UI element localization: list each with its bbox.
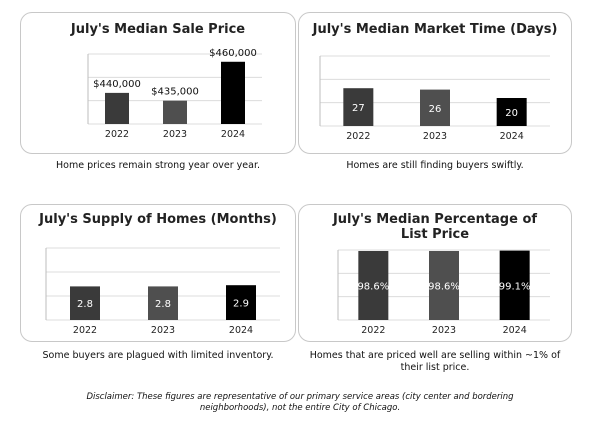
x-tick-label-2024: 2024: [229, 325, 253, 336]
caption-market-time: Homes are still finding buyers swiftly.: [346, 160, 524, 171]
bar-2023: [429, 250, 459, 320]
caption-sale-price: Home prices remain strong year over year…: [56, 160, 260, 171]
bar-2022: [343, 88, 374, 126]
bar-2024: [221, 61, 245, 124]
x-tick-label-2024: 2024: [221, 129, 245, 140]
chart-title-supply: July's Supply of Homes (Months): [39, 212, 277, 227]
value-label-2023: $435,000: [151, 87, 199, 98]
value-label-2023: 98.6%: [428, 281, 460, 292]
value-label-2022: $440,000: [93, 79, 141, 90]
caption-list-price: Homes that are priced well are selling w…: [309, 350, 561, 373]
chart-panel-market-time: [298, 12, 572, 154]
x-tick-label-2022: 2022: [346, 131, 370, 142]
value-label-2024: 99.1%: [499, 281, 531, 292]
bar-2022: [358, 250, 389, 320]
value-label-2022: 2.8: [77, 299, 93, 310]
x-tick-label-2023: 2023: [151, 325, 175, 336]
x-tick-label-2023: 2023: [432, 325, 456, 336]
value-label-2024: $460,000: [209, 48, 257, 59]
bar-2022: [70, 286, 100, 320]
value-label-2022: 98.6%: [357, 281, 389, 292]
x-tick-label-2022: 2022: [361, 325, 385, 336]
value-label-2023: 2.8: [155, 299, 171, 310]
chart-title-list-price: July's Median Percentage of List Price: [332, 212, 538, 242]
bar-2024: [499, 250, 530, 320]
chart-panel-sale-price: [20, 12, 296, 154]
bar-2023: [163, 100, 187, 124]
value-label-2024: 2.9: [233, 299, 249, 310]
chart-title-market-time: July's Median Market Time (Days): [312, 22, 558, 37]
x-tick-label-2022: 2022: [105, 129, 129, 140]
value-label-2024: 20: [505, 108, 518, 119]
x-tick-label-2024: 2024: [503, 325, 527, 336]
bar-2023: [148, 286, 178, 320]
x-tick-label-2024: 2024: [500, 131, 524, 142]
caption-supply: Some buyers are plagued with limited inv…: [42, 350, 274, 361]
x-tick-label-2023: 2023: [423, 131, 447, 142]
disclaimer: Disclaimer: These figures are representa…: [86, 392, 514, 413]
bar-2024: [496, 98, 527, 126]
chart-title-sale-price: July's Median Sale Price: [70, 22, 246, 37]
x-tick-label-2023: 2023: [163, 129, 187, 140]
bar-2022: [105, 92, 129, 124]
value-label-2023: 26: [429, 104, 442, 115]
bar-2024: [226, 285, 256, 320]
bar-2023: [420, 89, 450, 126]
x-tick-label-2022: 2022: [73, 325, 97, 336]
value-label-2022: 27: [352, 103, 365, 114]
